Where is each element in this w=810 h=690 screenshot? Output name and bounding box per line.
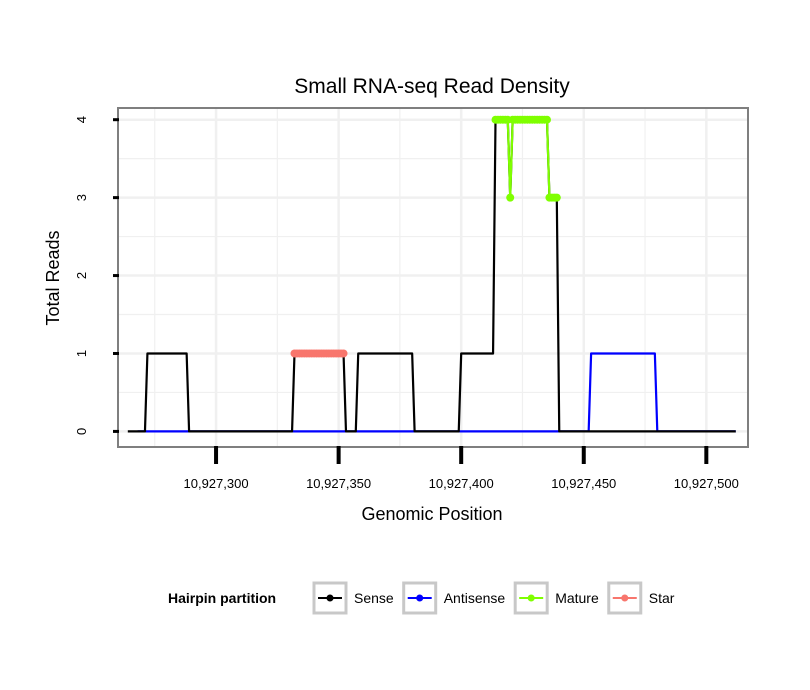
x-tick-label: 10,927,300 bbox=[184, 476, 249, 491]
data-point-star bbox=[339, 349, 348, 358]
y-tick-label: 2 bbox=[74, 272, 89, 279]
chart-title: Small RNA-seq Read Density bbox=[294, 75, 570, 98]
x-tick-label: 10,927,400 bbox=[429, 476, 494, 491]
y-tick-label: 0 bbox=[74, 428, 89, 435]
y-axis-title: Total Reads bbox=[43, 230, 63, 325]
y-tick-label: 3 bbox=[74, 194, 89, 201]
legend-key-point bbox=[326, 594, 334, 602]
y-tick-label: 4 bbox=[74, 116, 89, 123]
legend-label: Mature bbox=[555, 590, 599, 606]
legend-label: Antisense bbox=[444, 590, 506, 606]
data-point-mature bbox=[506, 193, 515, 202]
legend-key-point bbox=[416, 594, 424, 602]
legend-item-star: Star bbox=[607, 581, 675, 615]
x-tick-label: 10,927,500 bbox=[674, 476, 739, 491]
x-tick-label: 10,927,350 bbox=[306, 476, 371, 491]
x-axis-title: Genomic Position bbox=[361, 504, 502, 524]
legend: Hairpin partition Sense Antisense Mature St… bbox=[168, 581, 675, 615]
grid bbox=[118, 108, 748, 447]
legend-label: Star bbox=[649, 590, 675, 606]
legend-title: Hairpin partition bbox=[168, 590, 276, 606]
x-tick-label: 10,927,450 bbox=[551, 476, 616, 491]
y-tick-label: 1 bbox=[74, 350, 89, 357]
legend-item-antisense: Antisense bbox=[402, 581, 506, 615]
data-point-mature bbox=[542, 115, 551, 124]
data-point-mature bbox=[552, 193, 561, 202]
series-layer bbox=[127, 115, 736, 433]
legend-item-sense: Sense bbox=[312, 581, 394, 615]
legend-key-point bbox=[527, 594, 535, 602]
legend-label: Sense bbox=[354, 590, 394, 606]
legend-item-mature: Mature bbox=[513, 581, 599, 615]
plot-border bbox=[117, 107, 749, 448]
axes: 0 1 2 3 4 10,927,300 10,927,350 10,927,400 10,92… bbox=[74, 116, 739, 491]
legend-key-point bbox=[621, 594, 629, 602]
